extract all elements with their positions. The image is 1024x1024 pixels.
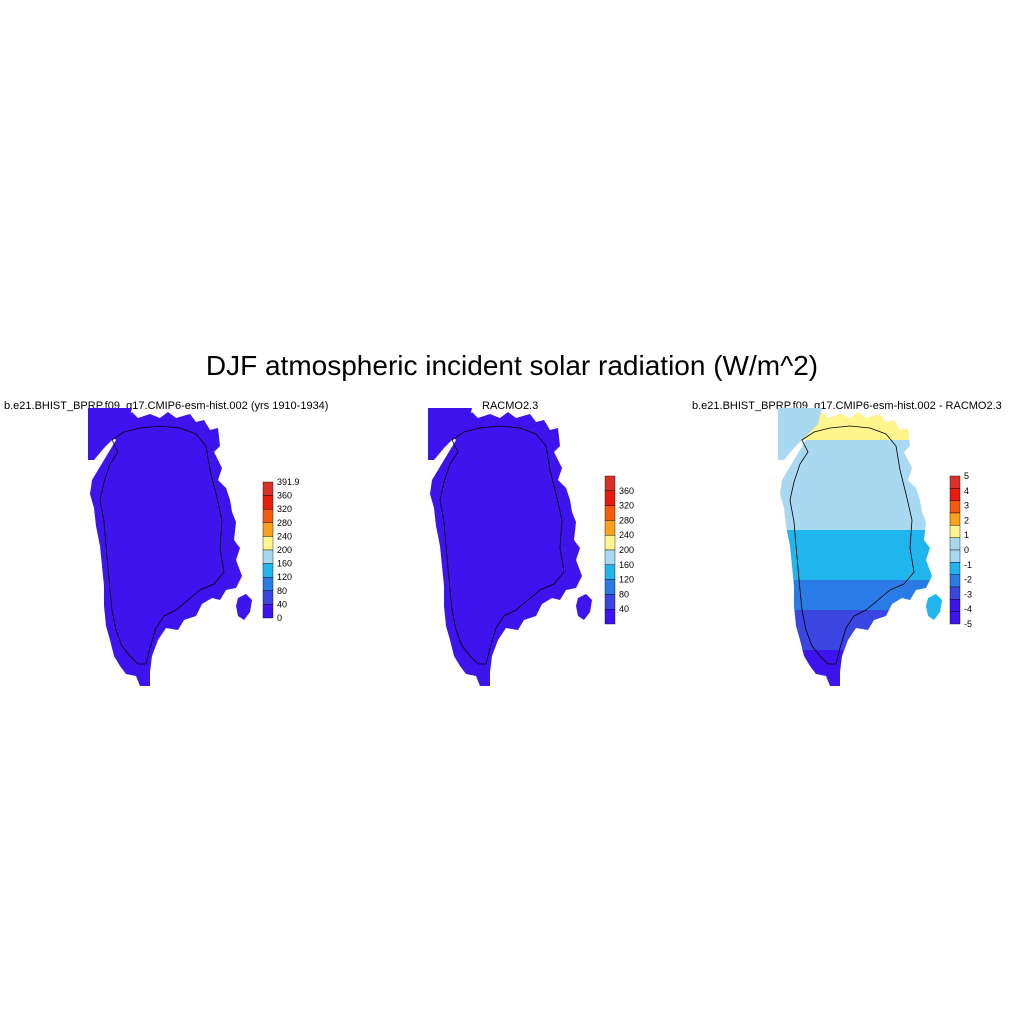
colorbar-swatch: [604, 594, 616, 610]
colorbar-swatch: [949, 549, 961, 563]
colorbar-label: 320: [619, 501, 634, 511]
iceland-field-3: [926, 594, 942, 620]
colorbar-label: 200: [277, 545, 292, 555]
colorbar-swatch: [262, 522, 274, 537]
colorbar-swatch: [262, 577, 274, 592]
colorbar-swatch: [262, 604, 274, 619]
colorbar-swatch: [949, 586, 961, 600]
diff-band-3: [780, 530, 932, 580]
colorbar-swatch: [949, 611, 961, 625]
colorbar-label: 0: [964, 545, 969, 555]
ellesmere-field-2: [428, 408, 472, 460]
colorbar-label: 120: [277, 572, 292, 582]
colorbar-swatch: [604, 579, 616, 595]
colorbar-swatch: [604, 609, 616, 625]
colorbar-label: 120: [619, 575, 634, 585]
greenland-field-2: [430, 412, 582, 686]
map-panel-3: [778, 408, 942, 686]
colorbar-swatch: [604, 535, 616, 551]
colorbar-label: -1: [964, 560, 972, 570]
colorbar-label: 5: [964, 471, 969, 481]
colorbar-label: 80: [277, 586, 287, 596]
colorbar-swatch: [949, 475, 961, 489]
colorbar-swatch: [262, 590, 274, 605]
colorbar-swatch: [949, 562, 961, 575]
ellesmere-field-3: [778, 408, 822, 460]
colorbar-swatch: [262, 563, 274, 578]
colorbar-swatch: [949, 537, 961, 551]
colorbar-label: 160: [619, 560, 634, 570]
colorbar-label: -4: [964, 604, 972, 614]
panel-3-title: b.e21.BHIST_BPRP.f09_g17.CMIP6-esm-hist.…: [692, 400, 1002, 412]
colorbar-swatch: [604, 490, 616, 506]
panel-2-title: RACMO2.3: [482, 400, 539, 412]
colorbar-label: 40: [619, 604, 629, 614]
iceland-field-1: [236, 594, 252, 620]
colorbar-label: 40: [277, 599, 287, 609]
colorbar-swatch: [262, 536, 274, 551]
colorbar-label: 391.9: [277, 477, 300, 487]
coastline-3: [789, 425, 915, 665]
colorbar-swatch: [949, 599, 961, 612]
diff-band-6: [780, 650, 932, 686]
map-panel-1: [88, 408, 252, 686]
figure-title: DJF atmospheric incident solar radiation…: [205, 350, 819, 381]
colorbar-1: 391.9 360 320 280 240 200 160 120 80 40 0: [262, 477, 300, 623]
colorbar-label: 360: [619, 486, 634, 496]
coastline-2: [439, 425, 565, 665]
colorbar-label: 0: [277, 613, 282, 623]
panel-1-title: b.e21.BHIST_BPRP.f09_g17.CMIP6-esm-hist.…: [4, 400, 329, 412]
colorbar-label: 80: [619, 589, 629, 599]
colorbar-label: 2: [964, 515, 969, 525]
colorbar-label: -2: [964, 575, 972, 585]
colorbar-swatch: [604, 520, 616, 536]
colorbar-swatch: [262, 495, 274, 510]
colorbar-label: -3: [964, 589, 972, 599]
colorbar-3: 5 4 3 2 1 0 -1 -2 -3 -4 -5: [949, 471, 972, 629]
colorbar-swatch: [949, 574, 961, 588]
colorbar-label: 280: [277, 518, 292, 528]
colorbar-label: 1: [964, 530, 969, 540]
colorbar-swatch: [949, 488, 961, 501]
map-panel-2: [428, 408, 592, 686]
colorbar-label: 240: [619, 530, 634, 540]
colorbar-swatch: [262, 549, 274, 564]
colorbar-label: -5: [964, 619, 972, 629]
iceland-field-2: [576, 594, 592, 620]
colorbar-swatch: [949, 512, 961, 526]
greenland-field-1: [90, 412, 242, 686]
colorbar-label: 240: [277, 531, 292, 541]
colorbar-label: 360: [277, 491, 292, 501]
colorbar-swatch: [262, 509, 274, 524]
colorbar-label: 280: [619, 515, 634, 525]
ellesmere-field-1: [88, 408, 132, 460]
colorbar-label: 4: [964, 486, 969, 496]
colorbar-swatch: [604, 549, 616, 566]
colorbar-label: 200: [619, 545, 634, 555]
colorbar-swatch: [604, 505, 616, 521]
colorbar-swatch: [949, 525, 961, 538]
colorbar-label: 320: [277, 504, 292, 514]
colorbar-swatch: [604, 564, 616, 580]
colorbar-swatch: [604, 475, 616, 492]
colorbar-swatch: [949, 500, 961, 514]
colorbar-swatch: [262, 481, 274, 496]
colorbar-2: 360 320 280 240 200 160 120 80 40: [604, 475, 634, 625]
coastline-1: [99, 425, 225, 665]
colorbar-label: 160: [277, 559, 292, 569]
colorbar-label: 3: [964, 501, 969, 511]
